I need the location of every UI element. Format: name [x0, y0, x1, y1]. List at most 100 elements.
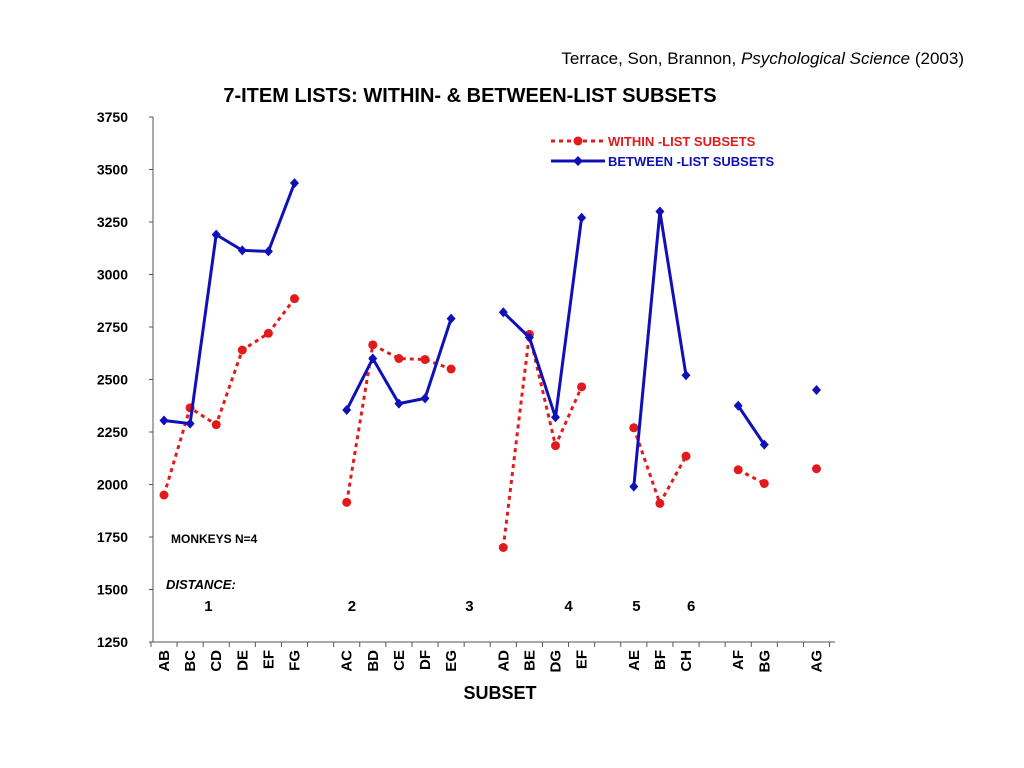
- x-tick-label: CH: [678, 650, 695, 672]
- legend-within-label: WITHIN -LIST SUBSETS: [608, 134, 756, 149]
- y-tick-label: 2250: [97, 424, 128, 440]
- between-point: [759, 439, 769, 450]
- distance-label: DISTANCE:: [166, 577, 236, 592]
- x-tick-label: AC: [339, 650, 356, 672]
- within-point: [629, 423, 639, 433]
- chart-title: 7-ITEM LISTS: WITHIN- & BETWEEN-LIST SUB…: [223, 85, 716, 107]
- distance-number: 4: [564, 598, 573, 615]
- between-series-line: [163, 182, 296, 426]
- between-point: [420, 393, 430, 404]
- within-point: [237, 345, 247, 355]
- between-point: [290, 178, 299, 189]
- citation: Terrace, Son, Brannon, Psychological Sci…: [561, 49, 964, 69]
- x-tick-label: AB: [156, 650, 173, 672]
- y-tick-label: 1500: [97, 582, 128, 598]
- x-ticks: AB BC CD DE EF FG AC BD CE DF EG AD BE DG EF AE BF CH AF BG…: [150, 642, 831, 673]
- legend-within-marker: [573, 136, 583, 146]
- annotations: MONKEYS N=4 DISTANCE: 1 2 3 4 5 6: [166, 532, 695, 615]
- within-point: [681, 451, 691, 461]
- within-point: [446, 364, 456, 374]
- y-tick-label: 3750: [97, 109, 128, 125]
- between-point: [524, 332, 534, 343]
- distance-number: 1: [204, 598, 212, 615]
- within-point: [211, 420, 221, 430]
- within-point: [420, 355, 430, 365]
- within-series-line: [162, 297, 296, 496]
- within-point: [342, 497, 352, 507]
- x-tick-label: AF: [730, 650, 747, 670]
- x-tick-label: DG: [548, 650, 565, 673]
- distance-number: 2: [348, 598, 356, 615]
- between-point: [368, 353, 378, 364]
- within-point: [498, 543, 508, 552]
- x-tick-label: BC: [182, 650, 199, 672]
- citation-journal: Psychological Science: [740, 49, 911, 68]
- y-tick-label: 2750: [97, 319, 128, 335]
- y-tick-label: 1750: [97, 529, 128, 545]
- x-axis: AB BC CD DE EF FG AC BD CE DF EG AD BE DG EF AE BF CH AF BG…: [150, 641, 835, 703]
- x-tick-label: DF: [417, 650, 434, 670]
- distance-numbers: 1 2 3 4 5 6: [204, 598, 695, 615]
- y-tick-label: 1250: [97, 634, 128, 650]
- y-tick-label: 2000: [97, 477, 128, 493]
- within-point: [577, 382, 587, 392]
- between-point: [655, 206, 665, 217]
- legend: WITHIN -LIST SUBSETS BETWEEN -LIST SUBSE…: [551, 134, 774, 169]
- within-point: [159, 490, 169, 500]
- x-tick-label: BE: [521, 650, 538, 671]
- y-tick-label: 2500: [97, 372, 128, 388]
- x-tick-label: EF: [260, 650, 277, 669]
- within-series-line: [501, 332, 583, 548]
- x-tick-label: DE: [234, 650, 251, 671]
- y-tick-label: 3250: [97, 214, 128, 230]
- x-tick-label: FG: [287, 650, 304, 671]
- between-point: [498, 307, 508, 318]
- between-point: [577, 212, 587, 223]
- within-point: [812, 464, 821, 474]
- y-ticks: 1250 1500 1750 2000 2250 2500 2750 3000 3250 3500…: [97, 109, 153, 650]
- citation-year: (2003): [914, 49, 964, 68]
- legend-between-marker: [573, 156, 583, 166]
- between-point: [185, 418, 195, 429]
- within-series-line: [737, 468, 765, 485]
- x-tick-label: AG: [809, 650, 826, 673]
- between-series-line: [632, 210, 688, 487]
- distance-number: 5: [632, 598, 640, 615]
- distance-number: 3: [465, 598, 473, 615]
- between-point: [342, 404, 352, 415]
- between-point: [446, 313, 456, 324]
- x-tick-label: BD: [365, 650, 382, 672]
- between-series-line: [736, 404, 766, 446]
- x-tick-label: EG: [443, 650, 460, 672]
- distance-number: 6: [687, 598, 695, 615]
- citation-authors: Terrace, Son, Brannon,: [561, 49, 737, 68]
- monkeys-annotation: MONKEYS N=4: [171, 532, 258, 546]
- between-point: [681, 370, 691, 381]
- within-point: [733, 465, 743, 475]
- series-layer: [159, 178, 821, 552]
- within-point: [290, 294, 299, 304]
- between-point: [159, 415, 169, 426]
- x-tick-label: CD: [208, 650, 225, 672]
- y-axis: 1250 1500 1750 2000 2250 2500 2750 3000 3250 3500…: [97, 109, 154, 650]
- between-point: [629, 481, 639, 492]
- within-point: [394, 354, 404, 363]
- between-point: [263, 246, 273, 257]
- between-point: [812, 385, 821, 395]
- between-point: [237, 245, 247, 256]
- x-tick-label: EF: [574, 650, 591, 669]
- within-series-line: [345, 343, 452, 503]
- between-series-line: [345, 318, 453, 411]
- between-point: [733, 400, 743, 411]
- legend-between-label: BETWEEN -LIST SUBSETS: [608, 154, 774, 169]
- within-series-line: [632, 427, 688, 505]
- between-series-line: [502, 217, 584, 419]
- x-tick-label: BF: [652, 650, 669, 670]
- within-point: [759, 478, 769, 488]
- within-point: [551, 441, 560, 451]
- x-tick-label: CE: [391, 650, 408, 671]
- y-tick-label: 3000: [97, 267, 128, 283]
- x-tick-label: BG: [756, 650, 773, 673]
